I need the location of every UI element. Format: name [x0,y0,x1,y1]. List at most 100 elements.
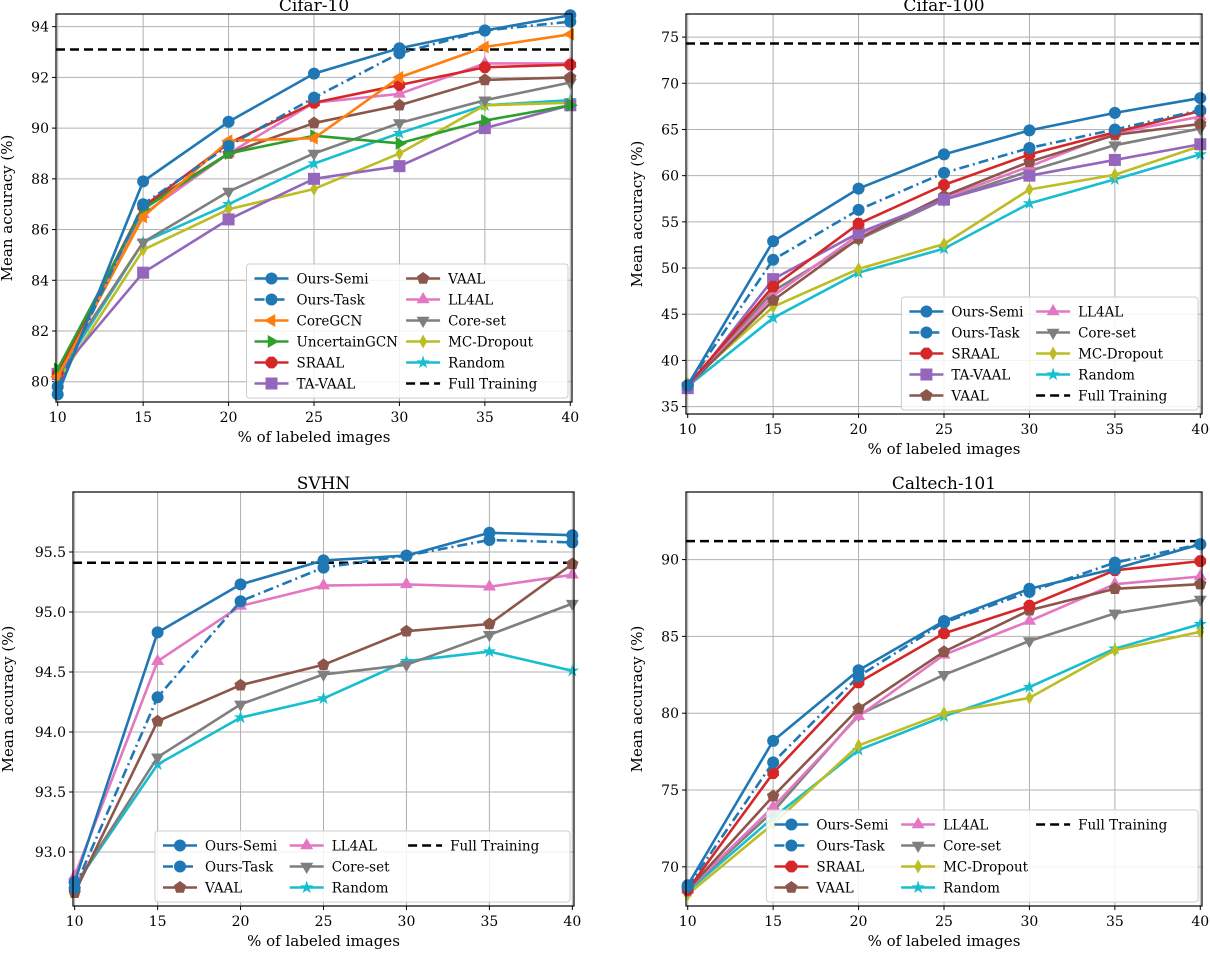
data-point [565,663,579,677]
data-point [393,98,406,111]
legend-entry: Full Training [1036,818,1168,834]
data-point [478,96,492,108]
chart-title: SVHN [297,474,351,494]
data-point [151,691,164,704]
legend-label: Ours-Semi [205,839,278,855]
x-tick-label: 15 [149,914,167,930]
legend-label: Ours-Task [297,293,366,309]
y-tick-label: 94.5 [35,665,66,681]
data-point [399,654,414,667]
legend-label: Core-set [448,314,506,330]
data-point [317,658,330,671]
legend-frame [246,263,569,399]
legend-label: MC-Dropout [943,860,1029,876]
data-point [938,193,950,206]
legend-label: Random [943,881,1000,897]
data-point [151,753,165,765]
legend-entry: LL4AL [901,817,988,834]
data-point [151,714,164,727]
data-point [767,734,780,747]
data-point [316,691,331,705]
data-point [308,91,320,104]
legend-marker [1046,304,1060,316]
data-point [233,710,248,724]
legend-entry: Ours-Semi [774,818,889,834]
legend-entry: Ours-Semi [909,305,1024,321]
series-vaal [681,577,1207,896]
data-point [1025,182,1034,197]
data-point [854,738,863,753]
data-point [1193,595,1207,608]
x-tick-label: 10 [49,410,67,426]
data-point [393,42,406,55]
axes-frame [685,13,1203,415]
legend-entry: Core-set [1036,326,1136,342]
data-point [938,627,950,640]
data-point [53,362,66,376]
legend-entry: Core-set [289,860,390,876]
legend-marker [416,272,430,284]
data-point [222,139,235,152]
data-point [306,131,318,145]
legend-marker [264,314,276,327]
x-tick-label: 25 [935,914,953,930]
data-point [224,202,233,217]
data-point [937,671,951,683]
x-tick-label: 30 [398,914,416,930]
y-tick-label: 90 [661,553,679,569]
y-tick-label: 94 [31,20,49,36]
legend: Ours-Semi Ours-Task CoreGCN UncertainGCN SRA… [246,263,569,399]
legend-marker [785,839,798,852]
legend-marker [914,859,922,874]
data-point [234,595,247,608]
legend-marker [911,880,925,894]
x-tick-label: 40 [1191,914,1209,930]
data-point [1025,690,1034,705]
legend-label: MC-Dropout [1078,347,1164,363]
data-point [317,554,330,567]
data-point [392,119,406,131]
legend-label: Ours-Task [951,326,1020,342]
legend-entry: Full Training [408,839,540,855]
legend-label: Ours-Semi [816,818,889,834]
data-point [766,799,780,811]
legend-marker [174,839,186,852]
legend-marker [920,305,933,318]
legend-entry: VAAL [406,272,485,288]
data-point [1023,124,1036,137]
legend-frame [765,809,1199,903]
y-tick-label: 80 [661,706,679,722]
x-tick-label: 10 [679,914,697,930]
data-point [399,661,413,673]
legend-label: Full Training [450,839,540,855]
y-tick-label: 80 [31,375,49,391]
data-point [1194,104,1207,117]
data-point [478,24,491,37]
legend-entry: Full Training [406,377,538,393]
legend-entry: Ours-Task [774,839,886,855]
x-axis-label: % of labeled images [247,932,400,950]
data-point [222,187,236,200]
data-point [1022,613,1036,625]
data-point [767,280,779,293]
chart-title: Cifar-10 [279,0,349,16]
data-point [308,172,320,185]
legend-label: Ours-Task [816,839,885,855]
data-point [234,678,247,691]
legend-label: Ours-Semi [951,305,1024,321]
legend-marker [267,335,279,348]
legend-entry: Ours-Semi [254,272,369,288]
legend-entry: VAAL [909,389,989,405]
y-tick-label: 50 [661,261,679,277]
data-point [68,868,82,880]
x-tick-label: 25 [935,422,953,438]
legend-label: TA-VAAL [297,377,356,393]
x-tick-label: 40 [1191,422,1209,438]
data-point [307,156,321,170]
y-axis-label: Mean accuracy (%) [628,141,646,288]
data-point [310,181,318,196]
legend-marker [419,334,427,349]
legend-marker [416,316,430,328]
legend-label: TA-VAAL [951,368,1010,384]
legend-marker [1046,328,1060,340]
